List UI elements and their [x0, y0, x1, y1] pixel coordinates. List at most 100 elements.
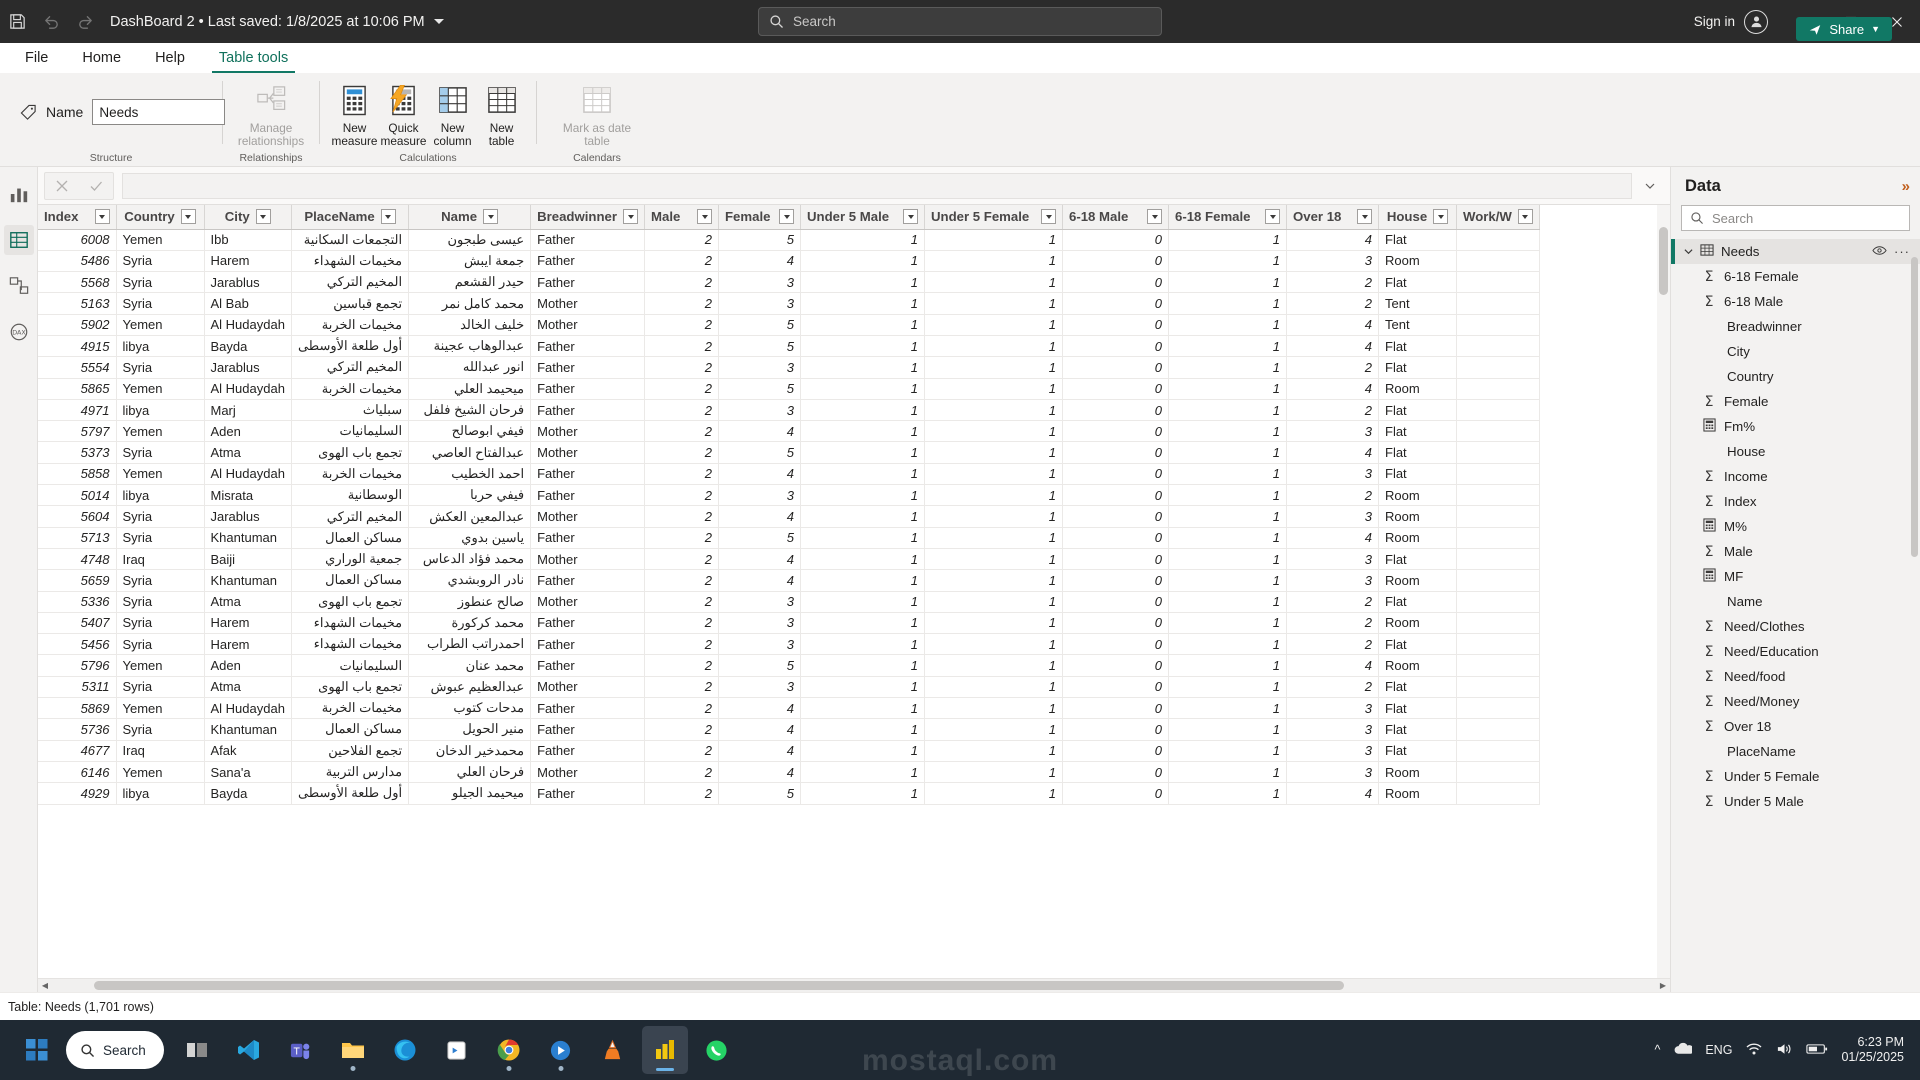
column-header-country[interactable]: Country: [116, 205, 205, 230]
cell-6-18-male[interactable]: 0: [1062, 740, 1169, 762]
battery-icon[interactable]: [1806, 1043, 1828, 1058]
cell-name[interactable]: محمد فؤاد الدعاس: [408, 548, 532, 571]
cell-6-18-male[interactable]: 0: [1062, 697, 1169, 720]
cell-index[interactable]: 6146: [38, 761, 117, 784]
cell-house[interactable]: Flat: [1378, 463, 1457, 486]
taskbar-search[interactable]: Search: [66, 1031, 164, 1069]
new-measure-button[interactable]: New measure: [330, 77, 379, 147]
filter-dropdown-icon[interactable]: [255, 209, 271, 225]
cell-city[interactable]: Al Hudaydah: [204, 314, 292, 336]
cell-house[interactable]: Room: [1378, 378, 1457, 400]
table-row[interactable]: 5869 Yemen Al Hudaydah مخيمات الخربة مدحات ك…: [38, 697, 1540, 720]
cell-work-w[interactable]: [1456, 378, 1540, 400]
field-item-over-18[interactable]: Σ Over 18: [1671, 714, 1920, 739]
cell-name[interactable]: جمعة ايبش: [408, 250, 532, 273]
cell-placename[interactable]: سبلياث: [291, 399, 410, 422]
new-column-button[interactable]: New column: [428, 77, 477, 147]
cell-index[interactable]: 4929: [38, 782, 117, 805]
cell-house[interactable]: Room: [1378, 654, 1457, 677]
cell-index[interactable]: 5554: [38, 356, 117, 379]
cell-under-5-male[interactable]: 1: [800, 591, 925, 613]
cell-under-5-male[interactable]: 1: [800, 633, 925, 656]
cell-house[interactable]: Room: [1378, 484, 1457, 507]
field-item-need-food[interactable]: Σ Need/food: [1671, 664, 1920, 689]
cell-male[interactable]: 2: [644, 718, 719, 741]
cell-under-5-male[interactable]: 1: [800, 250, 925, 273]
cell-female[interactable]: 4: [718, 420, 801, 443]
cell-female[interactable]: 4: [718, 740, 801, 762]
cell-city[interactable]: Harem: [204, 633, 292, 656]
cell-male[interactable]: 2: [644, 697, 719, 720]
cell-placename[interactable]: مخيمات الشهداء: [291, 250, 410, 273]
tab-table-tools[interactable]: Table tools: [202, 43, 305, 73]
cell-over-18[interactable]: 3: [1286, 463, 1379, 486]
tab-file[interactable]: File: [25, 50, 49, 66]
chevron-double-right-icon[interactable]: »: [1901, 177, 1910, 195]
cell-house[interactable]: Flat: [1378, 335, 1457, 358]
cell-6-18-male[interactable]: 0: [1062, 314, 1169, 336]
cell-index[interactable]: 5336: [38, 591, 117, 613]
cell-country[interactable]: libya: [116, 484, 205, 507]
table-row[interactable]: 4677 Iraq Afak تجمع الفلاحين محمدخير الدخان F…: [38, 740, 1540, 762]
table-row[interactable]: 5659 Syria Khantuman مساكن العمال نادر الروب…: [38, 569, 1540, 592]
cell-under-5-male[interactable]: 1: [800, 505, 925, 528]
cell-name[interactable]: عيسى طبجون: [408, 229, 532, 251]
cell-under-5-female[interactable]: 1: [924, 335, 1063, 358]
cell-work-w[interactable]: [1456, 250, 1540, 273]
cell-breadwinner[interactable]: Father: [530, 782, 645, 805]
cell-index[interactable]: 4677: [38, 740, 117, 762]
cell-country[interactable]: Syria: [116, 612, 205, 635]
field-item-name[interactable]: Name: [1671, 589, 1920, 614]
onedrive-icon[interactable]: [1673, 1042, 1695, 1059]
cell-under-5-female[interactable]: 1: [924, 654, 1063, 677]
cell-index[interactable]: 5568: [38, 271, 117, 294]
cell-under-5-female[interactable]: 1: [924, 761, 1063, 784]
cell-6-18-male[interactable]: 0: [1062, 420, 1169, 443]
cell-under-5-male[interactable]: 1: [800, 441, 925, 464]
cell-breadwinner[interactable]: Mother: [530, 676, 645, 699]
cell-male[interactable]: 2: [644, 761, 719, 784]
cell-6-18-male[interactable]: 0: [1062, 633, 1169, 656]
field-item-need-clothes[interactable]: Σ Need/Clothes: [1671, 614, 1920, 639]
cell-country[interactable]: Syria: [116, 356, 205, 379]
cell-female[interactable]: 5: [718, 782, 801, 805]
field-item-index[interactable]: Σ Index: [1671, 489, 1920, 514]
cell-city[interactable]: Khantuman: [204, 569, 292, 592]
cell-city[interactable]: Al Hudaydah: [204, 463, 292, 486]
cell-name[interactable]: عبدالفتاح العاصي: [408, 441, 532, 464]
formula-input[interactable]: [122, 172, 1632, 199]
cell-male[interactable]: 2: [644, 740, 719, 762]
cell-6-18-male[interactable]: 0: [1062, 250, 1169, 273]
field-item-placename[interactable]: PlaceName: [1671, 739, 1920, 764]
cell-city[interactable]: Atma: [204, 441, 292, 464]
cell-under-5-female[interactable]: 1: [924, 548, 1063, 571]
cell-name[interactable]: ميحيمد العلي: [408, 378, 532, 400]
column-header-house[interactable]: House: [1378, 205, 1457, 230]
cell-breadwinner[interactable]: Father: [530, 399, 645, 422]
cell-over-18[interactable]: 2: [1286, 292, 1379, 315]
cell-6-18-female[interactable]: 1: [1168, 378, 1287, 400]
cell-6-18-male[interactable]: 0: [1062, 378, 1169, 400]
filter-dropdown-icon[interactable]: [94, 209, 110, 225]
filter-dropdown-icon[interactable]: [1357, 209, 1372, 225]
table-row[interactable]: 5865 Yemen Al Hudaydah مخيمات الخربة ميحيمد …: [38, 378, 1540, 400]
cell-over-18[interactable]: 2: [1286, 356, 1379, 379]
cell-city[interactable]: Atma: [204, 676, 292, 699]
cell-under-5-male[interactable]: 1: [800, 292, 925, 315]
cell-city[interactable]: Al Hudaydah: [204, 378, 292, 400]
table-row[interactable]: 4929 libya Bayda أول طلعة الأوسطى ميحيمد الج…: [38, 782, 1540, 805]
mark-as-date-table-button[interactable]: Mark as date table: [558, 77, 636, 147]
cell-name[interactable]: عبدالعظيم عبوش: [408, 676, 532, 699]
cell-index[interactable]: 5858: [38, 463, 117, 486]
cell-placename[interactable]: مخيمات الشهداء: [291, 612, 410, 635]
chevron-down-icon[interactable]: [1683, 247, 1693, 256]
cell-over-18[interactable]: 4: [1286, 378, 1379, 400]
cell-female[interactable]: 3: [718, 484, 801, 507]
vertical-scroll-thumb[interactable]: [1659, 227, 1668, 295]
cell-breadwinner[interactable]: Father: [530, 229, 645, 251]
cell-male[interactable]: 2: [644, 463, 719, 486]
cell-house[interactable]: Flat: [1378, 548, 1457, 571]
cell-female[interactable]: 4: [718, 548, 801, 571]
cell-female[interactable]: 3: [718, 356, 801, 379]
cell-city[interactable]: Jarablus: [204, 271, 292, 294]
